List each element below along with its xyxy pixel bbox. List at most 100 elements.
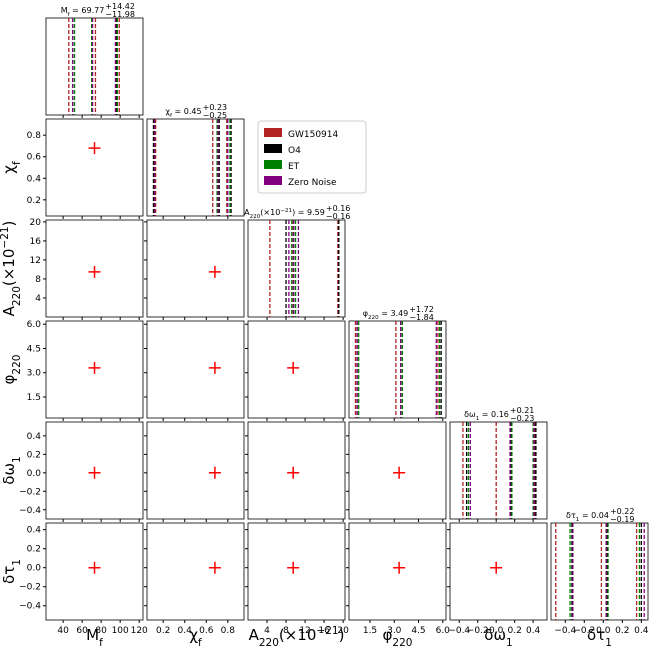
label-sub: f bbox=[68, 12, 71, 18]
label-sub: f bbox=[99, 637, 103, 649]
panel-frame bbox=[146, 522, 245, 621]
panel-frame bbox=[45, 17, 144, 116]
panel-frame bbox=[45, 219, 144, 318]
x-tick-label: 100 bbox=[112, 626, 129, 636]
x-tick-label: 20 bbox=[337, 626, 349, 636]
truth-marker bbox=[208, 466, 221, 479]
label-sub: 220 bbox=[368, 315, 379, 321]
title-upper: +14.42 bbox=[105, 2, 135, 11]
x-tick-label: 0.4 bbox=[526, 626, 541, 636]
label-text: φ bbox=[383, 626, 393, 644]
label-text: M bbox=[61, 6, 68, 15]
y-axis-label: φ220 bbox=[0, 355, 23, 385]
y-tick-label: 4 bbox=[35, 294, 41, 304]
truth-marker bbox=[88, 466, 101, 479]
label-text: = 0.16 bbox=[479, 410, 509, 419]
legend-swatch bbox=[264, 144, 282, 153]
y-tick-label: 0.6 bbox=[27, 153, 42, 163]
x-tick-label: 0.6 bbox=[199, 626, 214, 636]
x-axis-label: δτ1 bbox=[587, 626, 612, 649]
label-text: φ bbox=[363, 309, 368, 318]
y-tick-label: 6.0 bbox=[27, 320, 42, 330]
x-tick-label: 0.2 bbox=[615, 626, 629, 636]
truth-marker bbox=[88, 142, 101, 155]
label-sub: 220 bbox=[392, 637, 412, 649]
label-text: φ bbox=[0, 374, 18, 384]
label-text: (×10 bbox=[279, 626, 317, 644]
x-tick-label: 40 bbox=[57, 626, 69, 636]
y-tick-label: 0.2 bbox=[27, 450, 41, 460]
panel-frame bbox=[247, 522, 346, 621]
panel-frame bbox=[45, 118, 144, 217]
title-lower: −11.98 bbox=[105, 10, 135, 19]
x-tick-label: −0.4 bbox=[554, 626, 576, 636]
title-lower: −0.23 bbox=[510, 414, 535, 423]
legend-swatch bbox=[264, 128, 282, 137]
label-text: M bbox=[86, 626, 99, 644]
title-lower: −0.16 bbox=[326, 212, 351, 221]
panel-frame bbox=[550, 522, 649, 621]
panel-frame bbox=[146, 320, 245, 419]
truth-marker bbox=[88, 361, 101, 374]
panel-frame bbox=[45, 421, 144, 520]
label-sub: 1 bbox=[11, 456, 23, 463]
title-lower: −0.19 bbox=[610, 515, 635, 524]
x-tick-label: 0.2 bbox=[156, 626, 170, 636]
label-sup: −21 bbox=[0, 226, 11, 248]
x-tick-label: 0.4 bbox=[634, 626, 649, 636]
label-text: δτ bbox=[0, 566, 18, 584]
truth-marker bbox=[208, 265, 221, 278]
label-text: χ bbox=[189, 626, 198, 644]
legend-label: Zero Noise bbox=[288, 178, 337, 188]
y-tick-label: 1.5 bbox=[27, 393, 41, 403]
x-axis-label: δω1 bbox=[484, 626, 512, 649]
label-sub: f bbox=[11, 161, 23, 165]
y-axis-label: χf bbox=[0, 161, 23, 174]
label-text: ) bbox=[339, 626, 345, 644]
label-text: ) = 9.59 bbox=[292, 208, 325, 217]
panel-frame bbox=[146, 421, 245, 520]
panel-title: δω1 = 0.16 bbox=[464, 410, 509, 422]
label-sub: 1 bbox=[476, 416, 480, 422]
y-tick-label: 12 bbox=[30, 256, 41, 266]
label-text: χ bbox=[0, 165, 18, 174]
truth-marker bbox=[287, 361, 300, 374]
y-tick-label: 4.5 bbox=[27, 344, 41, 354]
label-text: ) bbox=[0, 221, 18, 227]
x-tick-label: 0.4 bbox=[178, 626, 193, 636]
label-text: = 0.45 bbox=[172, 107, 202, 116]
legend-frame bbox=[257, 120, 367, 194]
panel-frame bbox=[348, 522, 447, 621]
x-axis-label: φ220 bbox=[383, 626, 413, 649]
x-tick-label: 1.5 bbox=[363, 626, 377, 636]
title-lower: −1.84 bbox=[409, 313, 434, 322]
truth-marker bbox=[88, 561, 101, 574]
y-tick-label: 16 bbox=[30, 237, 42, 247]
y-tick-label: −0.2 bbox=[19, 583, 41, 593]
label-text: A bbox=[0, 305, 18, 316]
x-tick-label: 0.0 bbox=[489, 626, 504, 636]
title-upper: +1.72 bbox=[409, 305, 434, 314]
panel-frame bbox=[146, 219, 245, 318]
y-tick-label: 3.0 bbox=[27, 369, 42, 379]
panel-title: χf = 0.45 bbox=[165, 107, 201, 119]
x-tick-label: 4.5 bbox=[411, 626, 425, 636]
x-tick-label: 80 bbox=[95, 626, 107, 636]
truth-marker bbox=[208, 361, 221, 374]
label-text: χ bbox=[165, 107, 170, 116]
label-text: δτ bbox=[587, 626, 605, 644]
y-tick-label: −0.4 bbox=[19, 602, 41, 612]
label-sub: 1 bbox=[506, 637, 513, 649]
y-tick-label: 0.2 bbox=[27, 196, 41, 206]
title-upper: +0.22 bbox=[610, 507, 635, 516]
y-tick-label: 0.8 bbox=[27, 131, 42, 141]
truth-marker bbox=[393, 466, 406, 479]
x-tick-label: 6.0 bbox=[436, 626, 451, 636]
label-text: δω bbox=[484, 626, 506, 644]
y-axis-label: δτ1 bbox=[0, 559, 23, 584]
x-tick-label: 0.2 bbox=[508, 626, 522, 636]
y-tick-label: −0.2 bbox=[19, 487, 41, 497]
panel-frame bbox=[247, 219, 346, 318]
label-text: (×10 bbox=[260, 208, 280, 217]
